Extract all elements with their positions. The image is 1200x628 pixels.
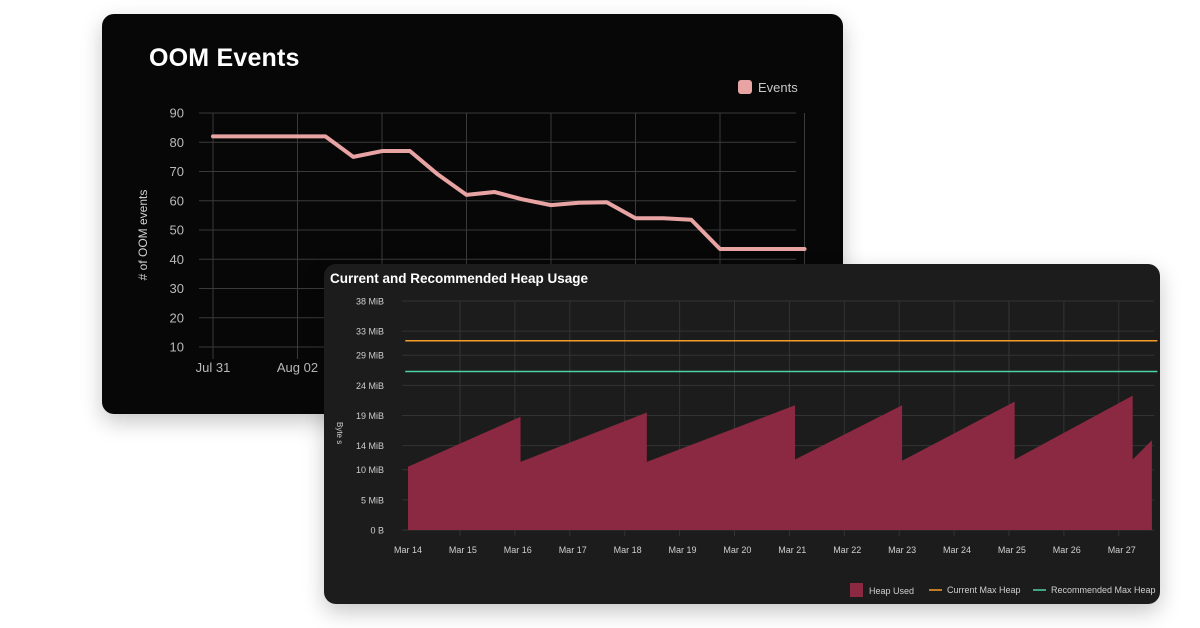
x-tick-label: Mar 23 bbox=[888, 545, 916, 555]
y-tick-label: 20 bbox=[170, 310, 184, 325]
x-tick-label: Mar 15 bbox=[449, 545, 477, 555]
x-tick-label: Jul 31 bbox=[196, 360, 231, 375]
x-tick-label: Mar 20 bbox=[723, 545, 751, 555]
y-tick-label: 14 MiB bbox=[356, 441, 384, 451]
legend-label-heap-used: Heap Used bbox=[869, 586, 914, 596]
y-tick-label: 60 bbox=[170, 193, 184, 208]
y-tick-label: 19 MiB bbox=[356, 411, 384, 421]
legend-swatch-events bbox=[738, 80, 752, 94]
y-tick-label: 0 B bbox=[370, 526, 384, 536]
y-tick-label: 70 bbox=[170, 164, 184, 179]
y-tick-label: 80 bbox=[170, 135, 184, 150]
y-tick-label: 30 bbox=[170, 281, 184, 296]
y-tick-label: 10 bbox=[170, 340, 184, 355]
y-tick-label: 5 MiB bbox=[361, 495, 384, 505]
legend-label-events: Events bbox=[758, 80, 798, 95]
x-tick-label: Mar 26 bbox=[1053, 545, 1081, 555]
oom-chart-title: OOM Events bbox=[149, 44, 300, 72]
x-tick-label: Mar 16 bbox=[504, 545, 532, 555]
y-axis-label: Byte s bbox=[335, 422, 344, 444]
x-tick-label: Mar 14 bbox=[394, 545, 422, 555]
y-tick-label: 33 MiB bbox=[356, 327, 384, 337]
heap-chart-title: Current and Recommended Heap Usage bbox=[330, 271, 589, 286]
heap-usage-card: Current and Recommended Heap Usage 38 Mi… bbox=[324, 264, 1160, 604]
y-tick-label: 50 bbox=[170, 223, 184, 238]
y-tick-label: 38 MiB bbox=[356, 297, 384, 307]
x-tick-label: Mar 22 bbox=[833, 545, 861, 555]
x-tick-label: Aug 02 bbox=[277, 360, 318, 375]
y-tick-label: 29 MiB bbox=[356, 351, 384, 361]
x-tick-label: Mar 25 bbox=[998, 545, 1026, 555]
y-tick-label: 40 bbox=[170, 252, 184, 267]
x-tick-label: Mar 17 bbox=[559, 545, 587, 555]
events-line bbox=[211, 134, 807, 252]
y-tick-label: 10 MiB bbox=[356, 465, 384, 475]
legend-label-current-max: Current Max Heap bbox=[947, 585, 1021, 595]
legend-label-recommended-max: Recommended Max Heap bbox=[1051, 585, 1156, 595]
heap-used-area bbox=[408, 395, 1152, 530]
legend-swatch-heap-used bbox=[850, 583, 863, 597]
x-tick-label: Mar 18 bbox=[614, 545, 642, 555]
y-tick-label: 90 bbox=[170, 106, 184, 121]
heap-usage-chart: 38 MiB 33 MiB 29 MiB 24 MiB 19 MiB 14 MiB 10 M… bbox=[335, 297, 1158, 597]
x-tick-label: Mar 21 bbox=[778, 545, 806, 555]
x-tick-label: Mar 27 bbox=[1108, 545, 1136, 555]
x-tick-label: Mar 24 bbox=[943, 545, 971, 555]
x-tick-label: Mar 19 bbox=[668, 545, 696, 555]
y-tick-label: 24 MiB bbox=[356, 381, 384, 391]
y-axis-label: # of OOM events bbox=[136, 190, 150, 281]
